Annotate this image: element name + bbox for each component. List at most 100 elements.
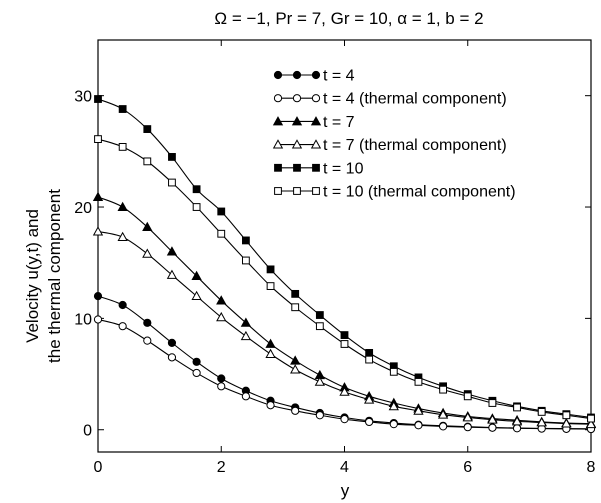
data-point-circle	[273, 70, 283, 80]
data-point-circle	[192, 357, 201, 366]
data-point-triangle	[487, 414, 498, 424]
data-point-circle	[273, 94, 283, 103]
data-point-square	[488, 399, 497, 407]
data-point-square	[439, 385, 448, 394]
data-point-triangle	[290, 364, 301, 374]
data-point-circle	[118, 322, 127, 331]
data-point-square	[340, 331, 349, 339]
data-point-square	[118, 105, 127, 113]
data-point-triangle	[191, 270, 202, 281]
data-point-triangle	[265, 348, 276, 358]
x-tick-label: 0	[94, 459, 103, 476]
series-1	[93, 292, 596, 433]
x-axis-label: y	[341, 481, 350, 500]
data-point-circle	[167, 353, 177, 362]
data-point-triangle	[561, 418, 572, 428]
data-point-square	[168, 153, 176, 161]
data-point-triangle	[240, 317, 252, 327]
data-point-square	[365, 355, 374, 364]
data-point-triangle	[310, 139, 322, 149]
data-point-triangle	[413, 405, 424, 415]
data-point-circle	[512, 424, 522, 433]
data-point-circle	[315, 411, 324, 420]
data-point-circle	[292, 94, 302, 103]
legend-item: t = 7 (thermal component)	[272, 137, 507, 154]
data-point-square	[274, 187, 282, 195]
data-point-circle	[340, 415, 349, 424]
data-point-square	[266, 282, 275, 290]
data-point-triangle	[314, 376, 325, 386]
data-point-circle	[414, 421, 423, 430]
data-point-circle	[463, 423, 472, 432]
data-point-circle	[192, 368, 201, 378]
series-6	[94, 135, 595, 423]
data-point-triangle	[291, 139, 303, 149]
data-point-square	[192, 203, 201, 211]
data-point-circle	[292, 70, 302, 80]
data-point-circle	[266, 401, 275, 410]
data-point-square	[291, 289, 300, 298]
data-point-square	[94, 95, 102, 103]
legend-label: t = 4	[323, 68, 355, 85]
data-point-circle	[143, 336, 152, 345]
data-point-square	[217, 229, 226, 238]
data-point-circle	[291, 406, 300, 415]
data-point-triangle	[272, 139, 284, 149]
data-point-triangle	[364, 394, 375, 404]
data-point-triangle	[291, 116, 303, 126]
data-point-circle	[93, 292, 103, 301]
y-tick-label: 30	[74, 89, 92, 106]
data-point-square	[513, 403, 521, 412]
data-point-square	[143, 157, 152, 166]
x-tick-label: 4	[340, 459, 349, 476]
data-point-square	[463, 392, 472, 401]
data-point-square	[562, 411, 571, 420]
y-tick-label: 0	[83, 423, 92, 440]
data-point-square	[414, 377, 423, 386]
data-point-square	[217, 207, 226, 216]
x-tick-label: 6	[463, 459, 472, 476]
legend-label: t = 10	[323, 160, 364, 177]
data-point-square	[293, 187, 301, 195]
data-point-square	[274, 163, 282, 172]
data-point-triangle	[265, 338, 276, 348]
data-point-triangle	[216, 311, 227, 322]
data-point-triangle	[166, 269, 178, 279]
legend-label: t = 7	[323, 114, 355, 131]
data-point-circle	[488, 423, 497, 432]
data-point-triangle	[511, 416, 523, 426]
data-point-triangle	[142, 221, 153, 232]
data-point-triangle	[117, 201, 128, 211]
legend-item: t = 4	[273, 68, 355, 85]
data-point-circle	[217, 382, 226, 391]
legend-label: t = 7 (thermal component)	[323, 137, 507, 154]
data-point-square	[143, 125, 152, 133]
y-axis-label-line2: the thermal component	[45, 189, 64, 363]
data-point-triangle	[536, 417, 547, 427]
data-point-square	[312, 163, 320, 172]
data-point-triangle	[92, 191, 104, 201]
data-point-triangle	[191, 290, 202, 301]
data-point-circle	[143, 318, 152, 327]
y-tick-label: 20	[74, 200, 92, 217]
data-point-square	[389, 367, 398, 376]
data-point-triangle	[272, 116, 284, 126]
data-point-triangle	[310, 116, 322, 126]
y-tick-label: 10	[74, 311, 92, 328]
data-point-triangle	[290, 355, 301, 365]
data-point-circle	[365, 417, 374, 427]
data-point-triangle	[339, 386, 350, 396]
data-point-circle	[217, 374, 226, 383]
y-axis-label: Velocity u(y,t) and the thermal componen…	[23, 189, 64, 363]
chart-title: Ω = −1, Pr = 7, Gr = 10, α = 1, b = 2	[214, 9, 483, 28]
data-point-square	[118, 142, 127, 151]
legend-item: t = 10 (thermal component)	[274, 184, 516, 201]
data-point-triangle	[117, 231, 128, 242]
data-point-triangle	[166, 246, 178, 256]
series-4	[92, 226, 597, 429]
data-point-triangle	[142, 248, 153, 258]
data-point-triangle	[437, 409, 449, 419]
data-point-square	[168, 178, 176, 187]
data-point-square	[266, 265, 275, 274]
